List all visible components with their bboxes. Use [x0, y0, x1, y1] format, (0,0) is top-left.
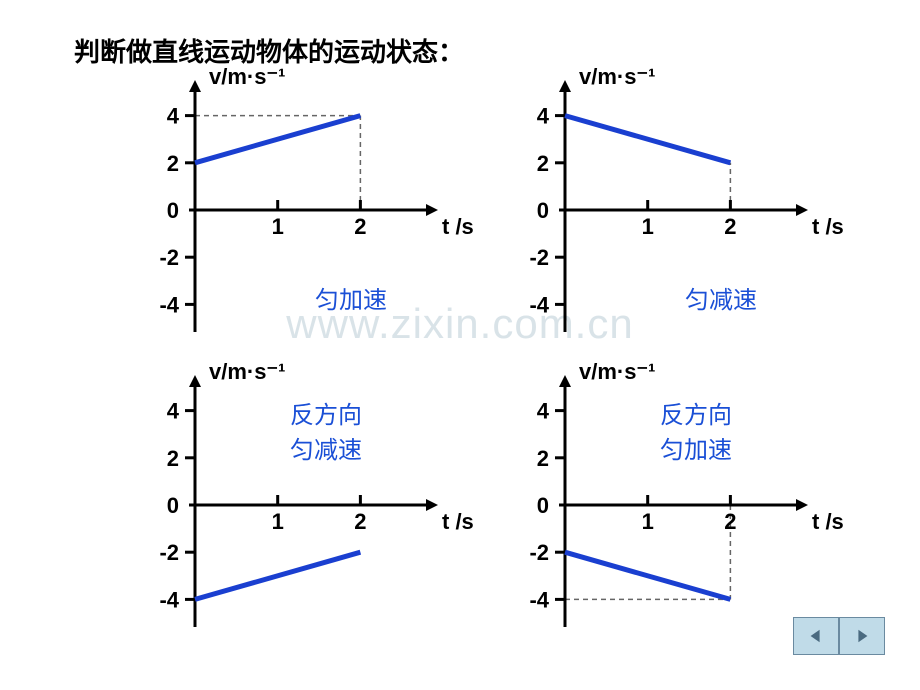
y-tick-label: 4 [537, 104, 550, 129]
x-axis-arrow [796, 499, 808, 511]
y-tick-label: 0 [167, 198, 179, 223]
y-tick-label: 2 [537, 151, 549, 176]
y-axis-label: v/m·s⁻¹ [579, 359, 655, 384]
data-line [565, 116, 730, 163]
y-axis-label: v/m·s⁻¹ [579, 64, 655, 89]
y-tick-label: 0 [537, 493, 549, 518]
y-axis-label: v/m·s⁻¹ [209, 64, 285, 89]
y-tick-label: 2 [167, 446, 179, 471]
x-tick-label: 2 [354, 509, 366, 534]
x-tick-label: 2 [724, 509, 736, 534]
chart-svg: 420-2-412v/m·s⁻¹t /s [490, 375, 810, 635]
data-line [195, 116, 360, 163]
y-tick-label: -4 [159, 292, 179, 317]
x-axis-label: t /s [812, 509, 844, 534]
chart-2: 420-2-412v/m·s⁻¹t /s匀减速 [490, 80, 810, 340]
y-tick-label: 4 [167, 104, 180, 129]
chart-svg: 420-2-412v/m·s⁻¹t /s [120, 375, 440, 635]
y-tick-label: 4 [167, 399, 180, 424]
y-axis-label: v/m·s⁻¹ [209, 359, 285, 384]
chart-caption: 匀减速 [685, 280, 757, 315]
y-tick-label: -2 [159, 540, 179, 565]
y-axis-arrow [559, 375, 571, 387]
chart-caption: 反方向 匀减速 [290, 395, 362, 465]
x-tick-label: 1 [642, 509, 654, 534]
chart-4: 420-2-412v/m·s⁻¹t /s反方向 匀加速 [490, 375, 810, 635]
chart-grid: 4 2 0 -2 -4 1 2 v/m·s⁻¹ t /s 匀加速 4 2 0 -2 -4 1 2 v/m·s⁻¹… [120, 80, 820, 640]
x-tick-label: 2 [724, 214, 736, 239]
y-tick-label: -2 [529, 540, 549, 565]
prev-button[interactable] [793, 617, 839, 655]
x-axis-label: t /s [442, 214, 474, 239]
arrow-right-icon [853, 627, 871, 645]
y-axis-arrow [559, 80, 571, 92]
x-tick-label: 1 [642, 214, 654, 239]
chart-1: 420-2-412v/m·s⁻¹t /s匀加速 [120, 80, 440, 340]
x-axis-arrow [426, 499, 438, 511]
data-line [195, 552, 360, 599]
y-tick-label: -4 [529, 292, 549, 317]
x-axis-arrow [426, 204, 438, 216]
chart-caption: 反方向 匀加速 [660, 395, 732, 465]
chart-svg: 420-2-412v/m·s⁻¹t /s [490, 80, 810, 340]
x-tick-label: 2 [354, 214, 366, 239]
y-tick-label: -2 [159, 245, 179, 270]
y-tick-label: 4 [537, 399, 550, 424]
y-tick-label: -2 [529, 245, 549, 270]
y-tick-label: 2 [167, 151, 179, 176]
x-tick-label: 1 [272, 214, 284, 239]
x-axis-label: t /s [812, 214, 844, 239]
data-line [565, 552, 730, 599]
chart-3: 420-2-412v/m·s⁻¹t /s反方向 匀减速 [120, 375, 440, 635]
x-tick-label: 1 [272, 509, 284, 534]
y-tick-label: -4 [529, 587, 549, 612]
chart-caption: 匀加速 [315, 280, 387, 315]
arrow-left-icon [807, 627, 825, 645]
y-tick-label: 2 [537, 446, 549, 471]
y-axis-arrow [189, 375, 201, 387]
x-axis-label: t /s [442, 509, 474, 534]
y-axis-arrow [189, 80, 201, 92]
nav-button-group [793, 617, 885, 655]
chart-svg: 420-2-412v/m·s⁻¹t /s [120, 80, 440, 340]
x-axis-arrow [796, 204, 808, 216]
y-tick-label: 0 [167, 493, 179, 518]
y-tick-label: 0 [537, 198, 549, 223]
next-button[interactable] [839, 617, 885, 655]
y-tick-label: -4 [159, 587, 179, 612]
